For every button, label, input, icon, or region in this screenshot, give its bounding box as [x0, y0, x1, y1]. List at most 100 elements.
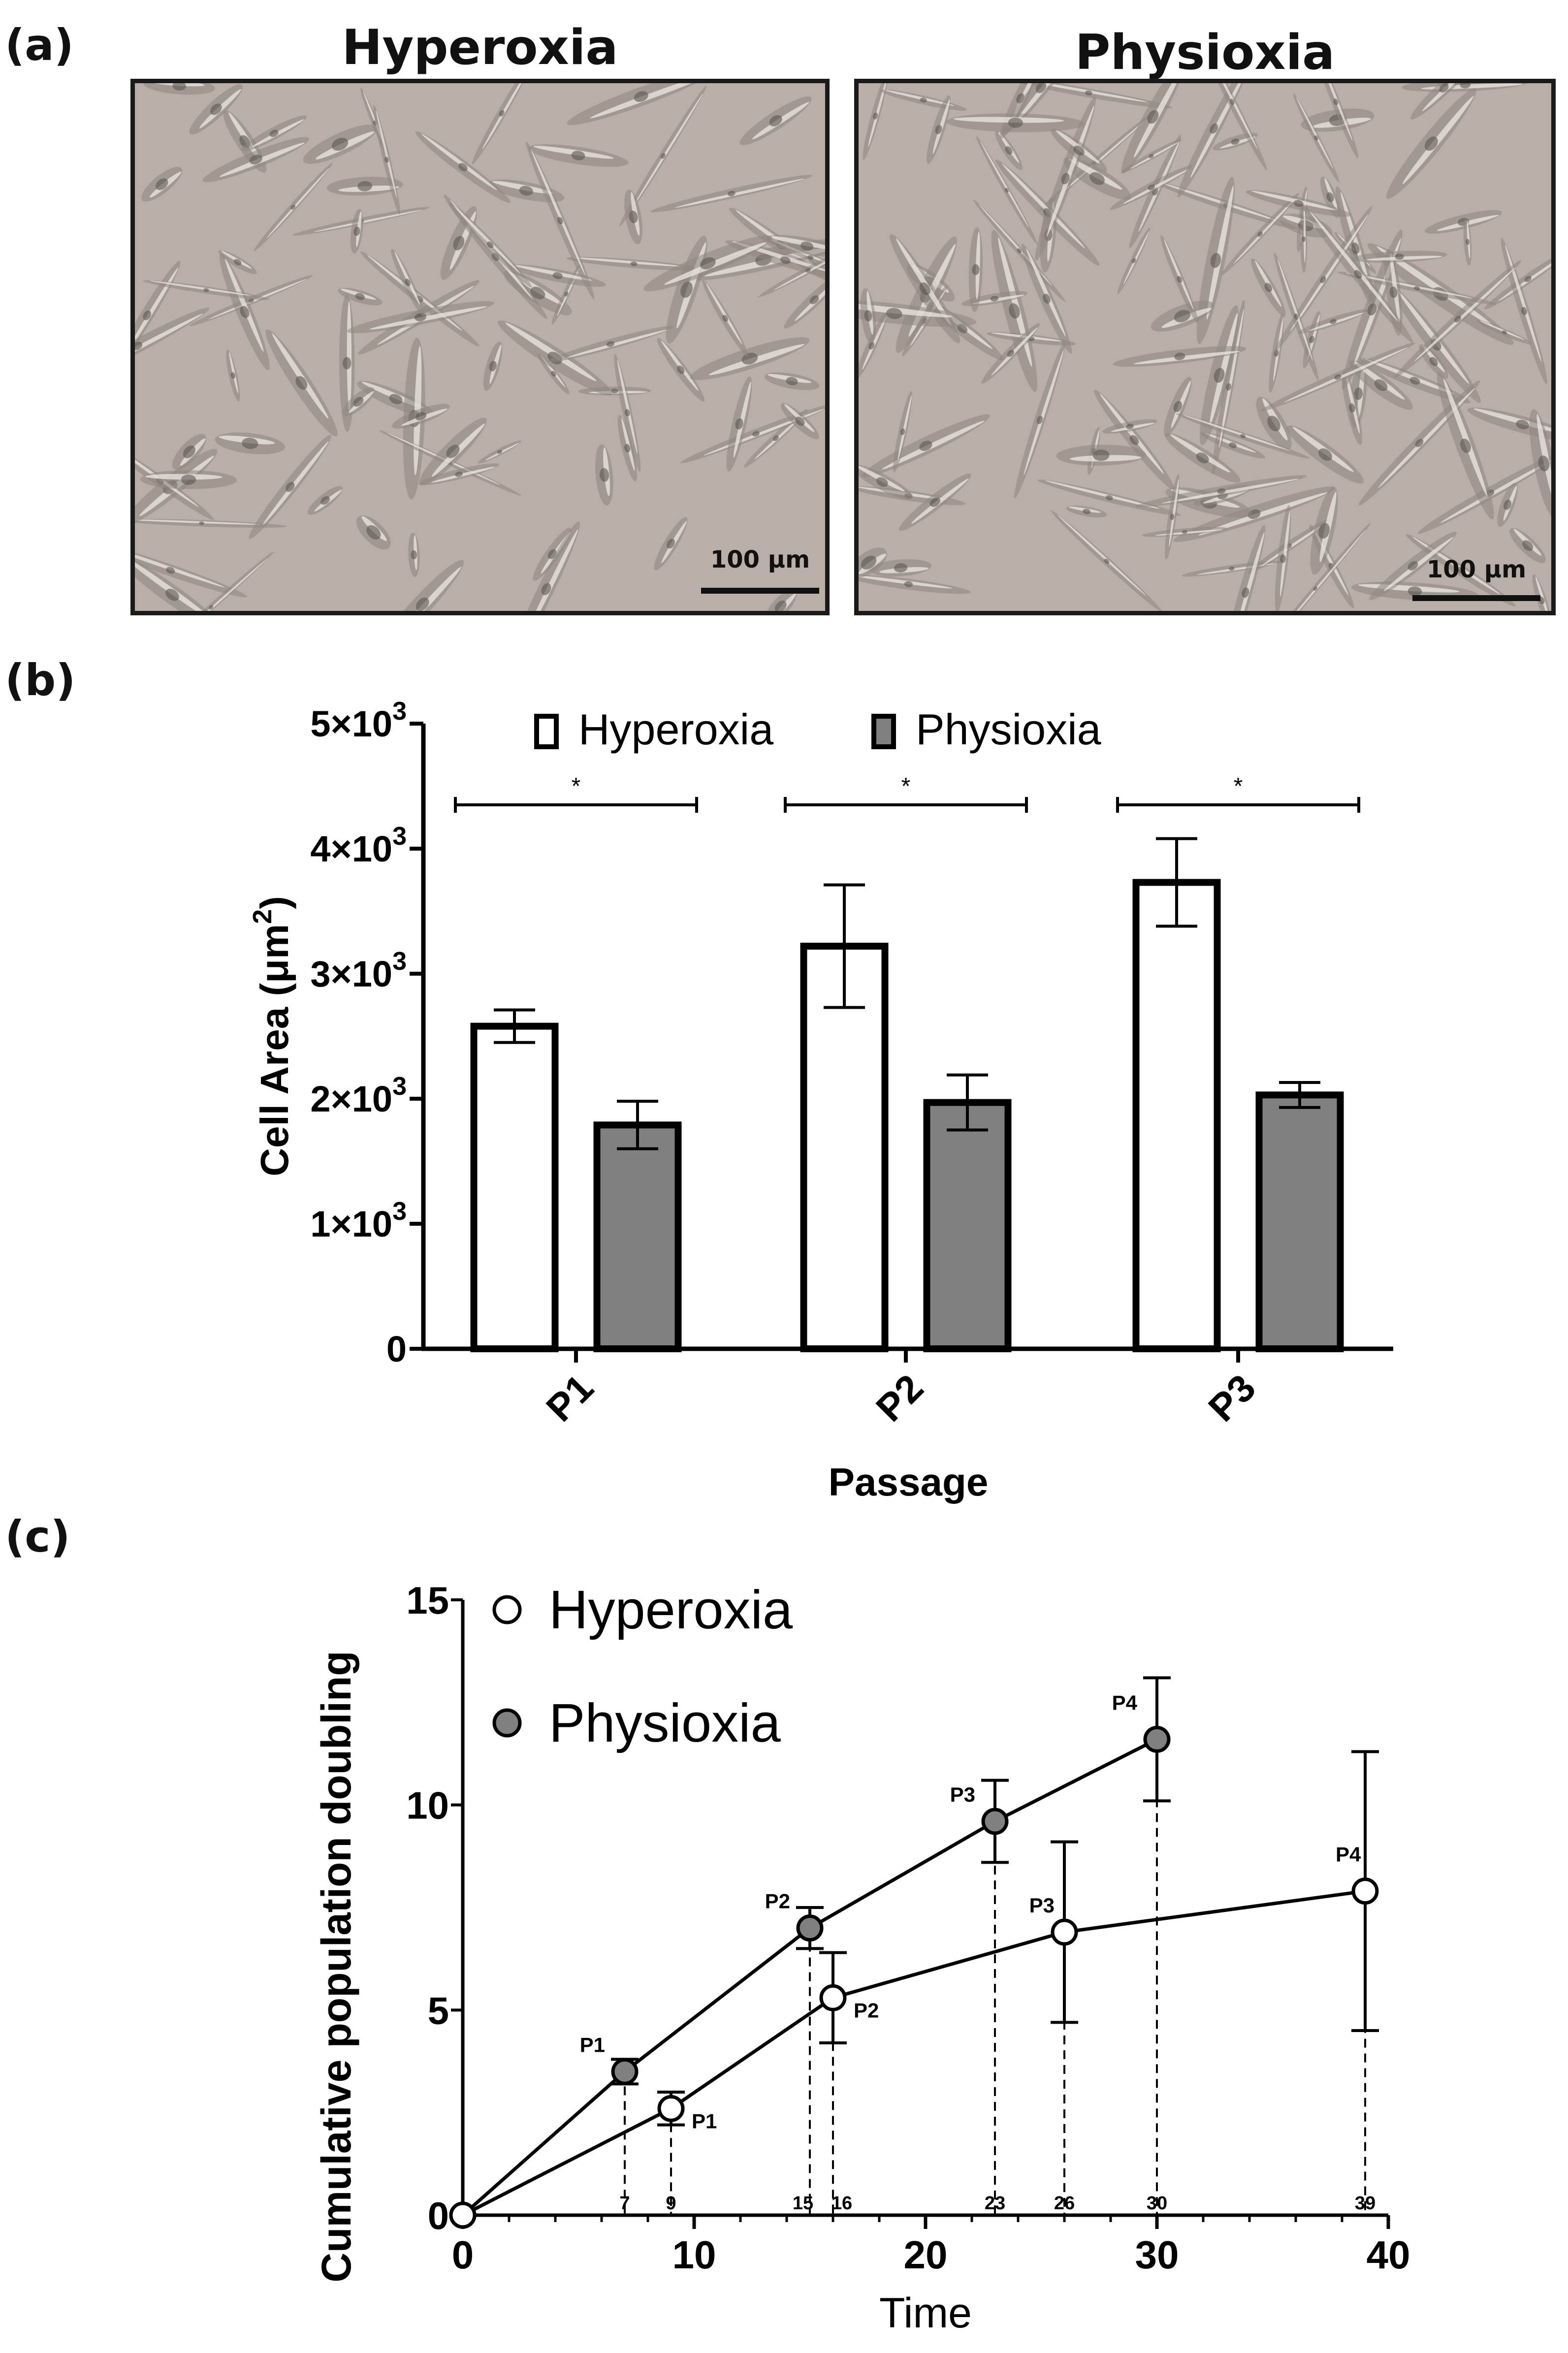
cell [726, 376, 752, 472]
point-label: P2 [765, 1890, 790, 1913]
cell [143, 83, 215, 95]
cell-nucleus [1318, 523, 1330, 539]
cell-nucleus [1148, 184, 1155, 191]
cell-field-hyperoxia [135, 83, 825, 611]
cell-nucleus [873, 112, 878, 120]
cell-halo [953, 117, 1064, 123]
cell-nucleus [1334, 374, 1342, 380]
cell-nucleus [1173, 401, 1182, 413]
cell-nucleus [249, 155, 262, 165]
cell [702, 280, 748, 357]
cell-halo [1024, 350, 1064, 476]
cell-halo [1016, 83, 1078, 123]
cell-nucleus [353, 397, 364, 407]
cell [1501, 238, 1547, 384]
cell [408, 533, 420, 577]
point-physioxia [796, 1914, 824, 1942]
cell [149, 551, 274, 611]
legend-label: Physioxia [916, 705, 1101, 754]
cell-halo [1133, 351, 1240, 364]
cell-nucleus [1320, 276, 1326, 284]
cell [1136, 475, 1307, 508]
y-tick-label-exp: 3 [392, 1072, 407, 1101]
cell-nucleus [1104, 559, 1110, 564]
cell-nucleus [366, 525, 381, 540]
cell [373, 105, 400, 215]
cell-halo [453, 205, 520, 274]
cell [1199, 305, 1239, 445]
cell-halo [1316, 83, 1353, 141]
point-label: P1 [580, 2033, 605, 2056]
cell-nucleus [1035, 83, 1047, 94]
y-tick-label: 15 [406, 1579, 449, 1622]
cell-nucleus [780, 256, 791, 264]
cell-halo [1260, 523, 1326, 567]
cell [764, 372, 820, 390]
cell-nucleus [290, 204, 296, 210]
cell-halo [149, 280, 251, 296]
cell-nucleus [1229, 442, 1237, 448]
cell-nucleus [990, 295, 999, 302]
cell-halo [1366, 255, 1443, 261]
cell [478, 440, 521, 464]
cell-nucleus [972, 264, 980, 275]
cell [1035, 96, 1096, 261]
cell [995, 130, 1023, 170]
y-tick-label: 2×103 [310, 1072, 407, 1119]
cell [863, 83, 888, 160]
cell-halo [1002, 163, 1086, 249]
cell-nucleus [1460, 439, 1471, 453]
cell [860, 288, 876, 344]
cell-nucleus [1351, 242, 1360, 254]
cell-nucleus [1267, 415, 1280, 432]
y-tick-label-exp: 3 [392, 697, 407, 726]
y-tick-label: 3×103 [310, 947, 407, 994]
cell-nucleus [900, 428, 905, 435]
cell [512, 521, 580, 611]
cell-halo [263, 441, 329, 525]
cell-nucleus [1229, 98, 1235, 105]
cell-nucleus [667, 539, 675, 549]
cell-halo [1133, 83, 1184, 158]
y-tick-label-exp: 3 [392, 822, 407, 851]
cell [893, 391, 912, 473]
cell-nucleus [1408, 561, 1418, 571]
cell [1113, 346, 1247, 367]
cell-nucleus [571, 151, 585, 160]
day-label: 9 [666, 2193, 676, 2214]
legend-label: Physioxia [549, 1693, 781, 1753]
cell-nucleus [772, 435, 779, 441]
cell-halo [376, 110, 397, 198]
cell [1176, 413, 1310, 459]
cell [739, 96, 812, 145]
cell [1342, 370, 1362, 445]
significance-star: * [901, 773, 911, 799]
cell-nucleus [1126, 423, 1134, 429]
cell [1437, 372, 1494, 520]
y-tick-label: 4×103 [310, 822, 407, 869]
cell-halo [1402, 96, 1474, 184]
cell-nucleus [165, 588, 179, 601]
cell-halo [266, 168, 329, 239]
cell-nucleus [519, 186, 533, 196]
cell [448, 202, 532, 287]
cell-halo [272, 333, 329, 419]
cell [350, 209, 363, 254]
cell-nucleus [1240, 434, 1246, 438]
cell [758, 243, 825, 297]
cell [1293, 94, 1340, 183]
cell [143, 280, 270, 300]
cell-nucleus [203, 288, 209, 292]
cell [215, 432, 285, 454]
cell-nucleus [1210, 123, 1218, 134]
cell-nucleus [929, 497, 940, 507]
cell [392, 404, 450, 429]
cell-nucleus [786, 377, 798, 385]
cell-nucleus [1460, 83, 1471, 89]
cell-halo [168, 558, 268, 611]
cell-nucleus [1036, 415, 1043, 424]
bar-physioxia [1255, 1091, 1344, 1352]
cell [566, 256, 702, 271]
cell-halo [1440, 458, 1551, 523]
cell [1056, 445, 1146, 466]
